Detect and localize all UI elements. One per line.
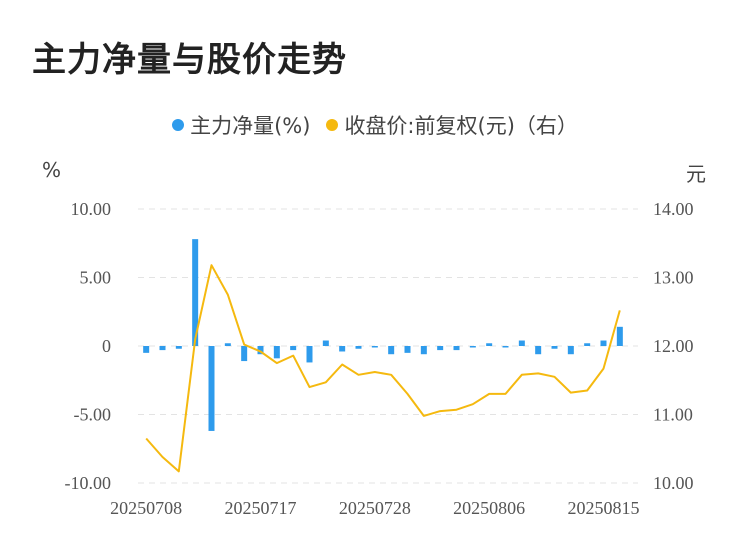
- x-tick-label: 20250806: [453, 498, 525, 518]
- bar: [290, 346, 297, 351]
- legend-label-close-price: 收盘价:前复权(元)（右）: [344, 114, 578, 138]
- bar: [322, 340, 329, 346]
- x-tick-label: 20250728: [339, 498, 411, 518]
- legend-item-net-flow[interactable]: 主力净量(%): [172, 110, 310, 140]
- bar: [584, 343, 591, 346]
- y-tick-right: 14.00: [653, 199, 694, 219]
- left-axis-unit: %: [42, 158, 62, 182]
- legend: 主力净量(%) 收盘价:前复权(元)（右）: [0, 110, 750, 140]
- legend-dot-yellow: [326, 119, 339, 131]
- bar: [567, 346, 574, 355]
- bar: [175, 346, 182, 349]
- bar: [306, 346, 313, 363]
- bar: [159, 346, 166, 351]
- bar: [600, 340, 607, 346]
- y-tick-left: 10.00: [71, 199, 112, 219]
- bar: [437, 346, 444, 351]
- bar: [355, 346, 362, 349]
- y-tick-left: -5.00: [74, 405, 112, 425]
- y-tick-left: -10.00: [65, 473, 112, 493]
- bar: [388, 346, 395, 355]
- bar: [518, 340, 525, 346]
- bar: [241, 346, 248, 362]
- bar: [535, 346, 542, 355]
- legend-label-net-flow: 主力净量(%): [190, 114, 311, 138]
- bar: [257, 346, 264, 355]
- x-tick-label: 20250815: [568, 498, 640, 518]
- bar: [469, 346, 476, 348]
- bar: [404, 346, 411, 353]
- x-tick-label: 20250717: [225, 498, 297, 518]
- bar: [273, 346, 280, 359]
- y-tick-right: 13.00: [653, 268, 694, 288]
- bar: [143, 346, 150, 353]
- y-tick-right: 12.00: [653, 336, 694, 356]
- bar: [616, 326, 623, 346]
- bar: [453, 346, 460, 351]
- bar: [339, 346, 346, 352]
- bar: [371, 346, 378, 348]
- y-tick-right: 10.00: [653, 473, 694, 493]
- chart-title: 主力净量与股价走势: [32, 40, 347, 80]
- bar: [208, 346, 215, 431]
- y-tick-right: 11.00: [653, 405, 693, 425]
- right-axis-unit: 元: [686, 162, 706, 186]
- bar: [502, 346, 509, 348]
- y-tick-left: 0: [102, 336, 111, 356]
- y-tick-left: 5.00: [80, 268, 112, 288]
- bar: [551, 346, 558, 349]
- bar: [420, 346, 427, 355]
- bar: [224, 343, 231, 346]
- price-line: [145, 264, 621, 473]
- x-tick-label: 20250708: [110, 498, 182, 518]
- legend-item-close-price[interactable]: 收盘价:前复权(元)（右）: [326, 110, 578, 140]
- bar: [486, 343, 493, 346]
- legend-dot-blue: [172, 119, 185, 131]
- bar: [192, 239, 199, 346]
